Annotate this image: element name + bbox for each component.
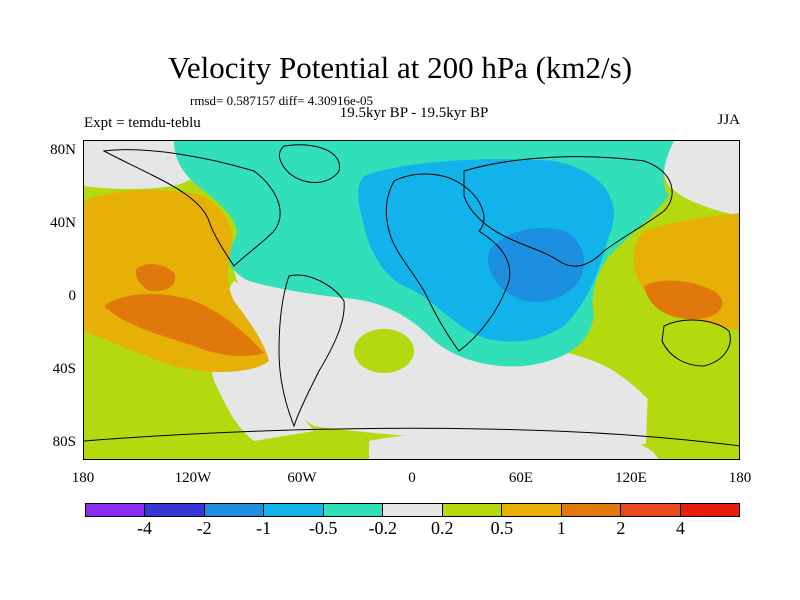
colorbar-label: 4	[675, 518, 685, 538]
field-mid-blue	[488, 227, 584, 302]
lat-label-80n: 80N	[50, 142, 76, 158]
colorbar-box	[680, 504, 739, 516]
colorbar-box	[561, 504, 622, 516]
lon-label-120w: 120W	[174, 470, 212, 486]
colorbar-box	[442, 504, 503, 516]
colorbar	[85, 503, 740, 517]
experiment-label: Expt = temdu-teblu	[84, 115, 201, 131]
field-gray-atlantic-south	[234, 271, 663, 447]
lat-label-eq: 0	[68, 288, 77, 304]
colorbar-box	[621, 504, 681, 516]
field-gray-antarctica	[369, 431, 659, 459]
colorbar-label: -2	[196, 518, 212, 538]
colorbar-box	[502, 504, 562, 516]
lon-label-60e: 60E	[508, 470, 534, 486]
colorbar-label: 2	[616, 518, 626, 538]
lat-label-80s: 80S	[52, 434, 76, 450]
field-yellow-green-s-atl	[354, 329, 414, 373]
field-orange-west-top	[135, 264, 176, 291]
lat-label-40s: 40S	[52, 361, 76, 377]
contour-map	[84, 141, 739, 459]
period-label: 19.5kyr BP - 19.5kyr BP	[339, 105, 489, 121]
field-gray-northeast	[663, 141, 739, 216]
colorbar-box	[145, 504, 205, 516]
lon-label-0: 0	[408, 470, 416, 486]
colorbar-box	[86, 504, 146, 516]
colorbar-label: 0.5	[490, 518, 514, 538]
colorbar-label: -0.2	[368, 518, 397, 538]
lon-label-120e: 120E	[615, 470, 647, 486]
field-orange-west	[104, 294, 264, 357]
field-yellow-green-east-south	[644, 355, 739, 459]
colorbar-box	[264, 504, 324, 516]
lon-label-180w: 180	[71, 470, 95, 486]
season-label: JJA	[717, 112, 740, 128]
lon-label-60w: 60W	[287, 470, 317, 486]
coastlines	[84, 144, 739, 447]
lon-label-180e: 180	[728, 470, 752, 486]
colorbar-box	[383, 504, 443, 516]
field-orange-east	[644, 280, 723, 320]
colorbar-box	[204, 504, 265, 516]
stats-line: rmsd= 0.587157 diff= 4.30916e-05	[190, 93, 374, 108]
colorbar-label: 1	[556, 518, 566, 538]
map-panel	[83, 140, 740, 460]
colorbar-label: 0.2	[431, 518, 454, 538]
lat-label-40n: 40N	[50, 215, 76, 231]
plot-title: Velocity Potential at 200 hPa (km2/s)	[167, 50, 633, 85]
colorbar-label: -0.5	[308, 518, 338, 538]
colorbar-box	[323, 504, 384, 516]
colorbar-label: -1	[256, 518, 272, 538]
colorbar-label: -4	[137, 518, 153, 538]
